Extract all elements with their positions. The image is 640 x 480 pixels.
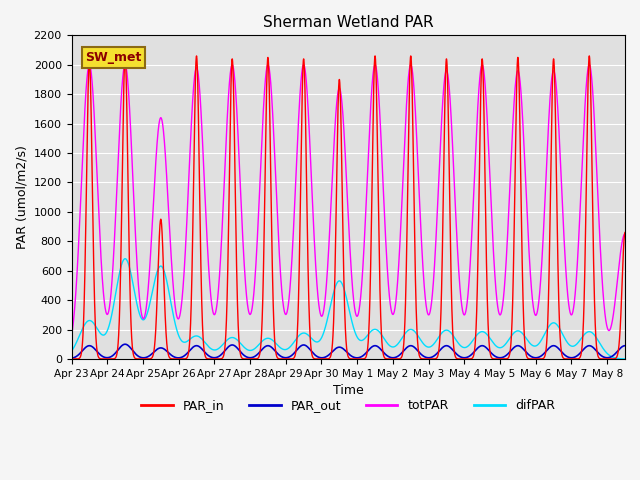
PAR_in [522, 350, 530, 356]
totPAR [621, 231, 629, 237]
PAR_out [234, 346, 242, 352]
totPAR [573, 270, 580, 276]
difPAR [68, 348, 76, 354]
difPAR [465, 343, 472, 349]
PAR_out [621, 343, 629, 348]
Line: difPAR: difPAR [72, 259, 625, 359]
PAR_in [586, 53, 593, 59]
X-axis label: Time: Time [333, 384, 364, 397]
totPAR [234, 136, 242, 142]
PAR_in [68, 356, 76, 362]
difPAR [121, 256, 129, 262]
Legend: PAR_in, PAR_out, totPAR, difPAR: PAR_in, PAR_out, totPAR, difPAR [136, 395, 560, 418]
PAR_in [109, 356, 117, 362]
PAR_in [464, 356, 472, 362]
Title: Sherman Wetland PAR: Sherman Wetland PAR [263, 15, 433, 30]
Line: PAR_out: PAR_out [72, 344, 625, 359]
totPAR [109, 255, 117, 261]
PAR_out [522, 349, 530, 355]
difPAR [573, 341, 580, 347]
PAR_out [109, 352, 117, 358]
totPAR [522, 187, 530, 193]
totPAR [214, 291, 222, 297]
Line: totPAR: totPAR [72, 65, 625, 336]
Line: PAR_in: PAR_in [72, 56, 625, 359]
Y-axis label: PAR (umol/m2/s): PAR (umol/m2/s) [15, 145, 28, 249]
PAR_in [234, 320, 242, 325]
difPAR [522, 335, 530, 341]
totPAR [465, 288, 472, 294]
PAR_in [621, 229, 629, 235]
PAR_out [214, 354, 222, 360]
difPAR [234, 338, 242, 344]
difPAR [621, 356, 629, 362]
PAR_in [573, 356, 580, 362]
Text: SW_met: SW_met [85, 51, 141, 64]
difPAR [109, 303, 117, 309]
PAR_in [214, 356, 222, 362]
difPAR [214, 346, 222, 352]
totPAR [121, 62, 129, 68]
PAR_out [573, 353, 580, 359]
totPAR [68, 334, 76, 339]
PAR_out [68, 356, 76, 361]
PAR_out [121, 341, 129, 347]
PAR_out [465, 354, 472, 360]
